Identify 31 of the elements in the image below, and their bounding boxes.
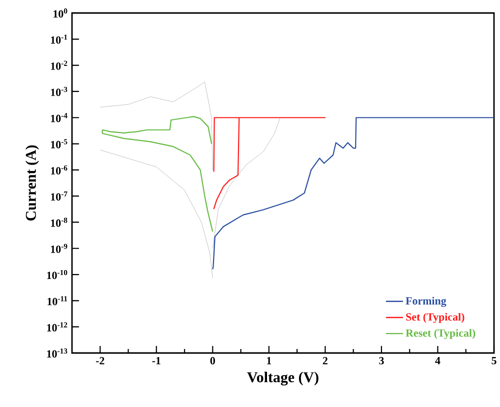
x-tick-label: -2 <box>96 357 104 364</box>
legend-label: Forming <box>406 296 446 307</box>
line-series <box>100 82 213 170</box>
x-tick-label: 2 <box>322 357 328 364</box>
y-tick-label: 10$^{-4}$ <box>51 113 68 122</box>
line-series <box>212 117 494 270</box>
x-tick-label: 5 <box>492 357 496 364</box>
line-series <box>213 117 326 210</box>
y-tick-label: 10$^{-10}$ <box>47 270 68 280</box>
y-tick-label: 10$^{-8}$ <box>51 218 68 227</box>
y-tick-label: 10$^{-9}$ <box>51 244 68 253</box>
y-tick-label: 10$^{-12}$ <box>47 322 68 332</box>
x-tick-label: 1 <box>267 357 272 364</box>
y-axis-title: Current (A) <box>25 145 39 221</box>
y-tick-label: 10$^{-13}$ <box>47 348 68 358</box>
y-tick-label: 10$^{-5}$ <box>51 139 68 148</box>
y-tick-label: 10$^{-1}$ <box>51 34 68 44</box>
y-tick-label: 10$^{-6}$ <box>51 165 68 174</box>
line-series <box>100 150 213 278</box>
y-tick-label: 10$^{0}$ <box>54 8 68 18</box>
x-tick-label: 3 <box>379 357 384 364</box>
x-tick-label: 4 <box>435 357 440 364</box>
legend-label: Reset (Typical) <box>406 329 476 339</box>
legend-label: Set (Typical) <box>406 312 464 323</box>
y-tick-label: 10$^{-11}$ <box>48 296 68 306</box>
y-tick-label: 10$^{-2}$ <box>51 60 68 70</box>
x-tick-label: -1 <box>152 357 160 364</box>
y-tick-label: 10$^{-7}$ <box>51 192 68 201</box>
x-axis-title: Voltage (V) <box>247 372 318 386</box>
x-tick-label: 0 <box>210 357 215 364</box>
y-tick-label: 10$^{-3}$ <box>51 86 68 96</box>
